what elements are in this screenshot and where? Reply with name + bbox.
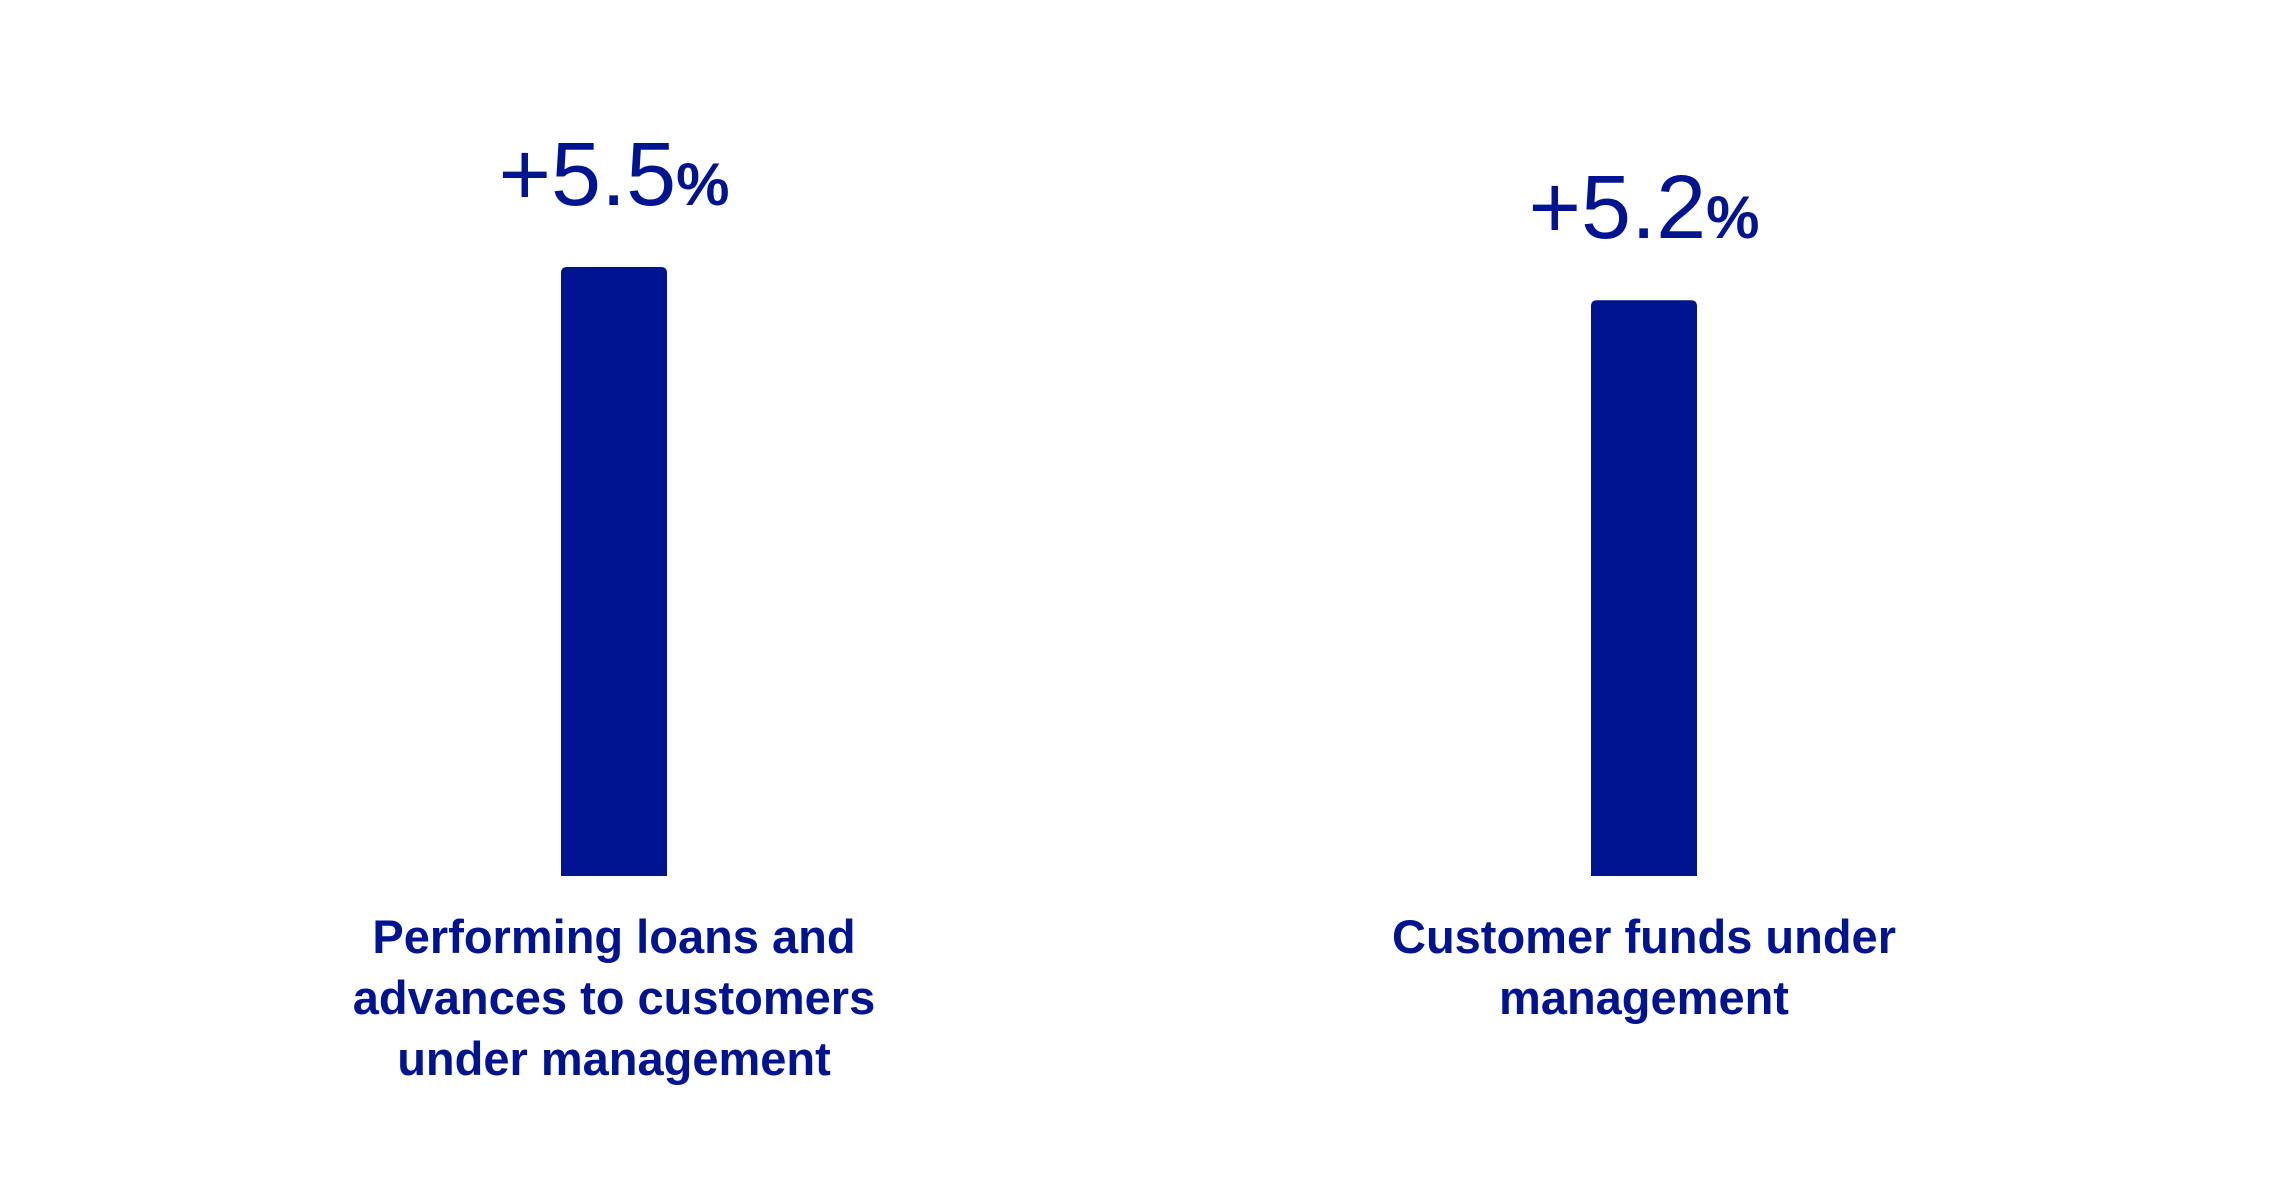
category-label-line: under management: [397, 1032, 831, 1085]
category-label-line: advances to customers: [353, 971, 875, 1024]
value-number: +5.5: [498, 125, 676, 225]
category-label-line: Customer funds under: [1392, 910, 1896, 963]
value-unit: %: [676, 151, 729, 218]
value-label-1: +5.5%: [498, 125, 729, 225]
category-label-2: Customer funds under management: [1392, 910, 1896, 1024]
value-number: +5.2: [1528, 158, 1706, 258]
category-label-1: Performing loans and advances to customer…: [353, 910, 875, 1085]
bar-2: [1591, 300, 1697, 877]
bars-group: [561, 267, 1697, 877]
category-label-line: Performing loans and: [372, 910, 855, 963]
value-unit: %: [1706, 184, 1759, 251]
category-labels-group: Performing loans and advances to customer…: [353, 910, 1896, 1085]
category-label-line: management: [1499, 971, 1789, 1024]
bar-1: [561, 267, 667, 876]
value-label-2: +5.2%: [1528, 158, 1759, 258]
value-labels-group: +5.5% +5.2%: [498, 125, 1759, 258]
